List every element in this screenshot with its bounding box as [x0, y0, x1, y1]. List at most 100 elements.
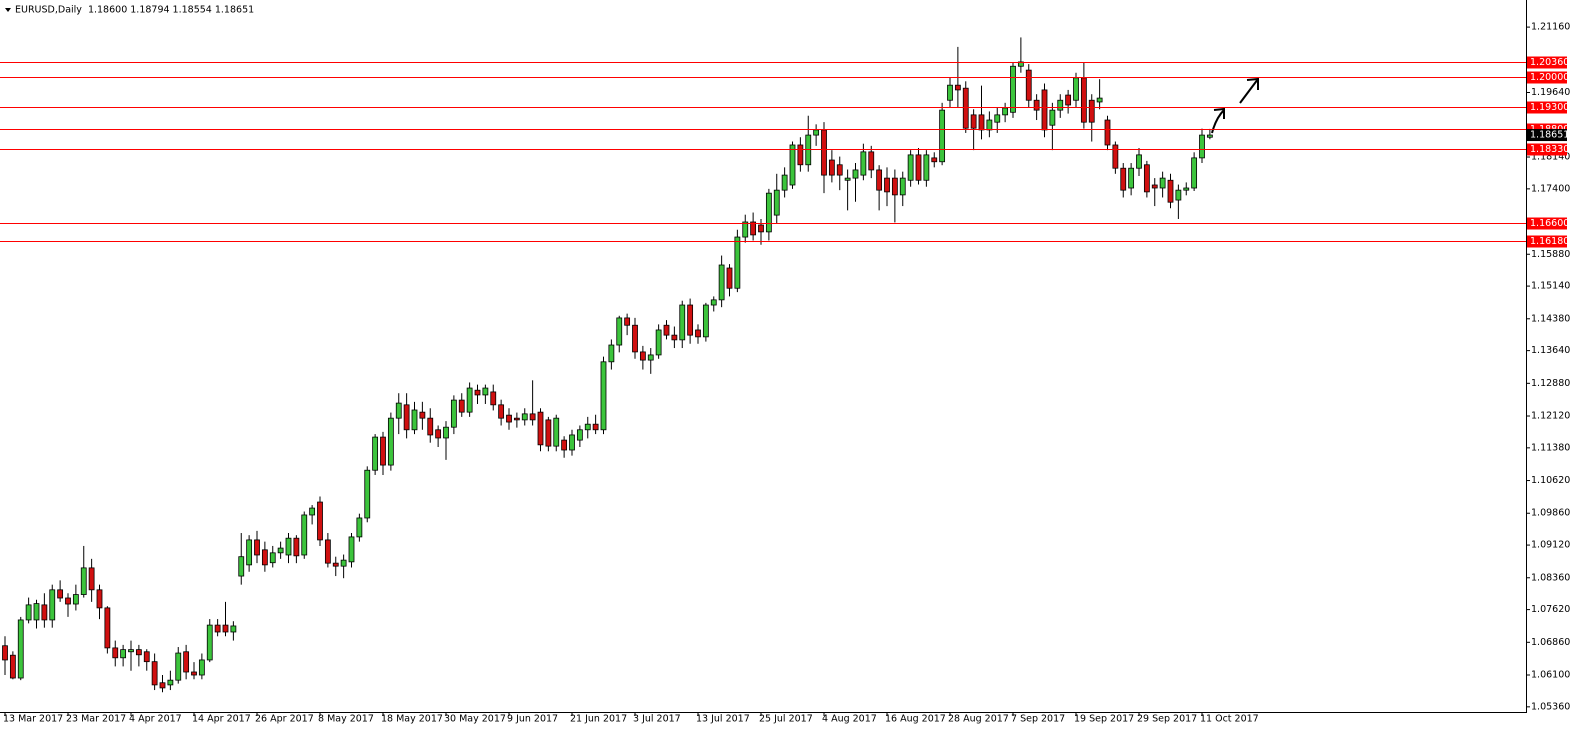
- level-label: 1.18330: [1530, 144, 1569, 155]
- candle-body: [317, 501, 323, 541]
- x-tick-label: 3 Jul 2017: [633, 714, 681, 725]
- y-tick-label: 1.06100: [1531, 670, 1570, 681]
- candle-body: [1151, 184, 1158, 189]
- candle-body: [387, 417, 394, 466]
- candle-body: [356, 517, 363, 538]
- candle-body: [403, 404, 410, 431]
- candle-body: [261, 549, 268, 566]
- level-label: 1.16180: [1530, 236, 1569, 247]
- y-tick-label: 1.12120: [1531, 411, 1570, 422]
- x-tick-label: 23 Mar 2017: [66, 714, 126, 725]
- candle-body: [25, 604, 32, 621]
- candle-body: [1017, 61, 1024, 67]
- candle-body: [1167, 179, 1174, 203]
- y-tick-label: 1.09120: [1531, 540, 1570, 551]
- x-tick-label: 28 Aug 2017: [948, 714, 1009, 725]
- candle-body: [1136, 154, 1142, 169]
- candle-body: [364, 469, 371, 519]
- x-tick-label: 18 May 2017: [381, 714, 443, 725]
- candle-body: [639, 351, 646, 361]
- candle-body: [482, 387, 489, 396]
- x-tick-label: 8 May 2017: [318, 714, 374, 725]
- candle-body: [490, 391, 497, 406]
- candle-body: [41, 604, 48, 621]
- candle-body: [1065, 94, 1072, 106]
- x-tick-label: 13 Mar 2017: [3, 714, 63, 725]
- candle-body: [435, 429, 442, 439]
- candle-body: [254, 539, 260, 556]
- y-tick-label: 1.17400: [1531, 183, 1570, 194]
- candle-body: [135, 649, 142, 656]
- x-tick-label: 29 Sep 2017: [1137, 714, 1197, 725]
- candle-body: [206, 624, 213, 661]
- candle-body: [167, 679, 174, 686]
- candle-body: [954, 84, 961, 91]
- candle-body: [57, 589, 64, 599]
- x-tick-label: 14 Apr 2017: [192, 714, 251, 725]
- candle-body: [529, 413, 536, 421]
- candle-body: [17, 619, 24, 679]
- candle-body: [710, 299, 717, 306]
- candle-body: [120, 649, 127, 659]
- candle-body: [450, 399, 457, 428]
- y-tick-label: 1.12880: [1531, 378, 1570, 389]
- candle-body: [915, 154, 922, 181]
- candle-body: [269, 552, 276, 564]
- candle-body: [183, 651, 190, 673]
- candle-body: [293, 537, 300, 557]
- x-tick-label: 25 Jul 2017: [759, 714, 813, 725]
- candle-body: [214, 624, 221, 633]
- x-tick-label: 21 Jun 2017: [570, 714, 627, 725]
- y-tick-label: 1.13640: [1531, 345, 1570, 356]
- candle-body: [1057, 99, 1064, 111]
- y-tick-label: 1.08360: [1531, 572, 1570, 583]
- candle-body: [72, 594, 79, 605]
- candle-body: [939, 109, 946, 163]
- candle-body: [923, 154, 930, 181]
- candle-body: [986, 119, 993, 131]
- candle-body: [734, 236, 741, 289]
- candle-body: [868, 151, 875, 171]
- candle-body: [671, 334, 678, 341]
- candle-body: [695, 329, 701, 338]
- candle-body: [1025, 69, 1032, 101]
- candle-body: [372, 436, 379, 471]
- candle-body: [88, 567, 95, 591]
- candle-body: [9, 654, 16, 679]
- candle-body: [1183, 187, 1190, 191]
- candle-body: [128, 649, 134, 653]
- candle-body: [561, 439, 568, 451]
- x-tick-label: 7 Sep 2017: [1011, 714, 1065, 725]
- chart-title: EURUSD,Daily 1.18600 1.18794 1.18554 1.1…: [15, 5, 254, 16]
- x-tick-label: 26 Apr 2017: [255, 714, 314, 725]
- candle-body: [1191, 157, 1198, 189]
- candle-body: [151, 661, 158, 686]
- candle-body: [1073, 77, 1079, 101]
- candle-body: [285, 537, 292, 556]
- candle-body: [246, 539, 253, 566]
- candle-body: [813, 129, 820, 136]
- candle-body: [655, 329, 662, 356]
- candle-body: [1080, 77, 1087, 123]
- candle-body: [230, 625, 237, 633]
- candle-body: [781, 174, 788, 191]
- candle-body: [860, 151, 867, 176]
- candle-body: [277, 547, 284, 554]
- candle-body: [238, 556, 245, 577]
- candle-body: [1159, 177, 1166, 189]
- candle-body: [1088, 99, 1095, 123]
- arrow-head: [1246, 77, 1259, 90]
- y-tick-label: 1.14380: [1531, 313, 1570, 324]
- candle-body: [498, 404, 505, 419]
- candle-body: [647, 354, 654, 361]
- candle-body: [1199, 134, 1205, 159]
- y-tick-label: 1.10620: [1531, 475, 1570, 486]
- candle-body: [411, 409, 418, 431]
- candle-body: [348, 536, 355, 563]
- candle-body: [931, 157, 938, 163]
- y-tick-label: 1.11380: [1531, 442, 1570, 453]
- price-label: 1.18651: [1530, 130, 1569, 141]
- candle-body: [332, 562, 339, 567]
